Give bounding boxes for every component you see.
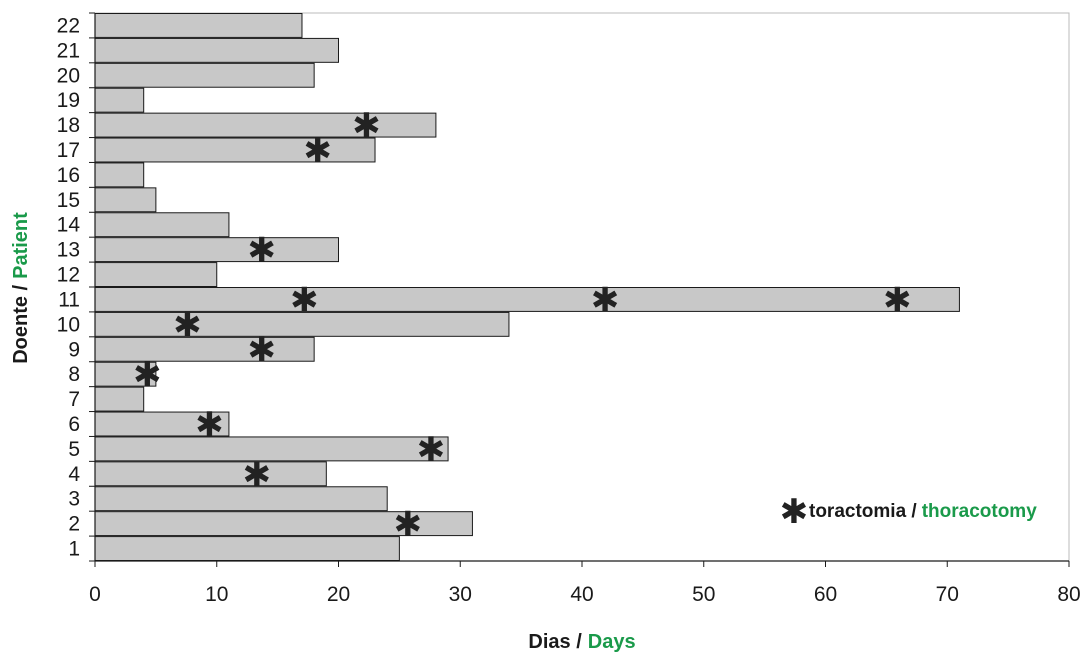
bar-patient-9: [94, 336, 315, 362]
y-tick-label: 8: [68, 363, 80, 386]
y-tick-label: 16: [57, 164, 80, 187]
y-tick-label: 19: [57, 89, 80, 112]
x-axis-title: Dias / Days: [528, 631, 635, 653]
bar-patient-22: [94, 13, 303, 38]
y-tick-label: 4: [68, 463, 80, 486]
bar-patient-20: [94, 62, 315, 88]
bar-patient-12: [94, 262, 218, 287]
legend-asterisk-icon: ✱: [780, 492, 809, 532]
thoracotomy-marker: ✱: [883, 280, 912, 320]
thoracotomy-marker: ✱: [133, 355, 162, 395]
x-tick-label: 70: [936, 583, 959, 606]
y-tick-label: 13: [57, 239, 80, 262]
bars-group: [94, 13, 960, 562]
x-tick-label: 0: [89, 583, 101, 606]
y-tick-label: 9: [68, 338, 80, 361]
y-tick-label: 15: [57, 189, 80, 212]
thoracotomy-marker: ✱: [243, 455, 272, 495]
y-tick-label: 5: [68, 438, 80, 461]
bar-patient-1: [94, 536, 400, 562]
y-tick-label: 21: [57, 39, 80, 62]
y-tick-label: 3: [68, 488, 80, 511]
bar-patient-16: [94, 162, 145, 188]
thoracotomy-marker: ✱: [290, 280, 319, 320]
thoracotomy-marker: ✱: [417, 430, 446, 470]
thoracotomy-marker: ✱: [195, 405, 224, 445]
x-tick-label: 50: [692, 583, 715, 606]
bar-patient-13: [94, 237, 339, 263]
y-axis-title-pt: Doente /: [10, 284, 32, 363]
legend-label-en: thoracotomy: [922, 501, 1038, 522]
legend-label: toractomia / thoracotomy: [809, 501, 1037, 522]
y-tick-label: 6: [68, 413, 80, 436]
y-axis-title: Doente / Patient: [10, 212, 32, 364]
y-tick-label: 14: [57, 214, 81, 237]
x-tick-label: 60: [814, 583, 837, 606]
y-tick-label: 7: [68, 388, 80, 411]
x-tick-label: 10: [205, 583, 228, 606]
bar-patient-17: [94, 137, 376, 163]
x-axis: 0 10 20 30 40 50 60 70 80: [89, 560, 1081, 606]
bar-patient-15: [94, 187, 157, 213]
x-tick-label: 30: [449, 583, 472, 606]
y-tick-label: 20: [57, 64, 80, 87]
x-axis-title-en: Days: [588, 631, 636, 653]
y-tick-label: 22: [57, 14, 80, 37]
y-tick-label: 2: [68, 513, 80, 536]
y-tick-label: 12: [57, 264, 80, 287]
y-tick-label: 18: [57, 114, 80, 137]
thoracotomy-marker: ✱: [394, 505, 423, 545]
x-axis-title-pt: Dias /: [528, 631, 582, 653]
y-tick-label: 10: [57, 313, 80, 336]
x-tick-label: 20: [327, 583, 350, 606]
thoracotomy-marker: ✱: [591, 280, 620, 320]
bar-patient-5: [94, 436, 449, 462]
bar-patient-19: [94, 87, 145, 113]
legend-label-pt: toractomia /: [809, 501, 917, 522]
thoracotomy-marker: ✱: [248, 330, 277, 370]
thoracotomy-markers: ✱ ✱ ✱ ✱ ✱ ✱ ✱ ✱ ✱ ✱ ✱ ✱ ✱: [133, 106, 911, 545]
bar-patient-11: [94, 287, 960, 312]
thoracotomy-marker: ✱: [173, 305, 202, 345]
y-tick-label: 11: [58, 288, 80, 311]
bar-patient-18: [94, 112, 437, 138]
thoracotomy-marker: ✱: [304, 131, 333, 171]
thoracotomy-marker: ✱: [352, 106, 381, 146]
bar-patient-14: [94, 212, 230, 238]
x-tick-label: 80: [1057, 583, 1080, 606]
bar-patient-4: [94, 461, 327, 487]
x-tick-label: 40: [570, 583, 593, 606]
y-tick-label: 1: [68, 538, 80, 561]
y-axis-title-en: Patient: [10, 212, 32, 279]
legend: ✱ toractomia / thoracotomy: [780, 492, 1037, 532]
thoracotomy-marker: ✱: [248, 231, 277, 271]
y-tick-label: 17: [57, 139, 80, 162]
bar-patient-3: [94, 486, 388, 512]
bar-patient-21: [94, 37, 339, 63]
